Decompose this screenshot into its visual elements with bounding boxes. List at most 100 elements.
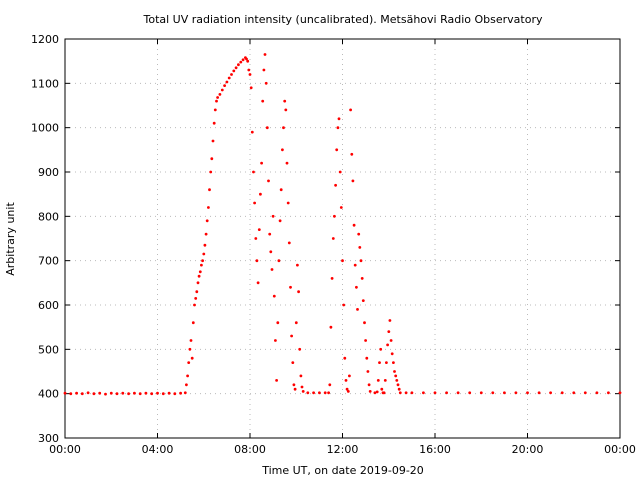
data-point <box>283 99 287 103</box>
data-point <box>404 391 408 395</box>
data-point <box>296 263 299 267</box>
data-point <box>198 270 202 274</box>
data-point <box>189 339 193 342</box>
data-point <box>389 339 393 342</box>
data-point <box>298 347 302 351</box>
data-point <box>333 214 336 218</box>
data-point <box>353 263 357 267</box>
y-tick-label: 1000 <box>31 122 59 135</box>
data-point <box>234 66 238 70</box>
y-axis-label: Arbitrary unit <box>4 202 17 276</box>
data-point <box>329 325 333 329</box>
data-point <box>86 391 90 395</box>
data-point <box>348 374 351 378</box>
data-point <box>260 161 263 165</box>
x-axis-label: Time UT, on date 2019-09-20 <box>261 464 424 477</box>
data-point <box>253 201 256 205</box>
data-point <box>345 387 349 391</box>
data-point <box>208 188 211 192</box>
data-point <box>144 391 148 395</box>
data-point <box>396 383 400 387</box>
plot-frame <box>64 38 621 439</box>
data-point <box>397 387 401 391</box>
data-point <box>190 356 194 360</box>
data-point <box>257 228 261 232</box>
data-point <box>395 379 399 382</box>
data-points <box>63 53 622 396</box>
data-point <box>468 391 472 395</box>
data-point <box>479 391 483 395</box>
y-tick-label: 900 <box>38 166 59 179</box>
data-point <box>394 374 398 378</box>
data-point <box>220 88 224 92</box>
data-point <box>248 73 252 76</box>
data-point <box>342 303 346 307</box>
data-point <box>549 391 552 395</box>
data-point <box>287 241 291 245</box>
data-point <box>375 390 379 394</box>
data-point <box>201 259 205 263</box>
grid <box>65 39 620 438</box>
data-point <box>290 334 293 338</box>
data-point <box>197 274 201 278</box>
data-point <box>109 391 113 395</box>
y-tick-label: 1100 <box>31 77 59 90</box>
data-point <box>104 392 107 396</box>
data-point <box>560 391 564 395</box>
data-point <box>215 99 218 103</box>
data-point <box>213 108 217 112</box>
data-point <box>284 108 288 112</box>
data-point <box>286 201 290 205</box>
data-point <box>259 192 262 196</box>
x-tick-label: 16:00 <box>419 443 451 456</box>
data-point <box>358 246 362 249</box>
data-point <box>191 321 195 325</box>
data-point <box>373 391 377 395</box>
data-point <box>241 58 245 62</box>
data-point <box>187 361 191 364</box>
data-point <box>249 86 253 90</box>
data-point <box>388 319 392 322</box>
data-point <box>245 57 248 61</box>
x-tick-label: 12:00 <box>327 443 359 456</box>
data-point <box>331 237 335 240</box>
data-point <box>196 281 200 285</box>
data-point <box>526 391 529 395</box>
data-point <box>209 170 213 174</box>
data-point <box>186 374 190 378</box>
data-point <box>456 391 460 395</box>
data-point <box>292 383 296 387</box>
data-point <box>247 68 251 72</box>
data-point <box>356 308 359 311</box>
data-point <box>204 232 208 236</box>
data-point <box>185 383 188 387</box>
data-point <box>537 391 541 395</box>
data-point <box>327 391 330 395</box>
data-point <box>291 361 295 364</box>
data-point <box>211 139 215 143</box>
data-point <box>210 157 214 161</box>
data-point <box>360 277 364 280</box>
data-point <box>268 232 272 236</box>
data-point <box>227 76 231 80</box>
data-point <box>98 391 102 395</box>
data-point <box>366 370 370 373</box>
data-point <box>338 170 342 174</box>
data-point <box>364 339 367 342</box>
data-point <box>368 390 372 393</box>
data-point <box>278 219 282 223</box>
data-point <box>269 250 273 254</box>
data-point <box>398 391 402 395</box>
data-point <box>365 356 369 360</box>
data-point <box>337 117 341 121</box>
data-point <box>173 392 177 396</box>
data-point <box>361 299 365 302</box>
data-point <box>150 392 154 396</box>
data-point <box>167 391 171 395</box>
data-point <box>355 285 358 289</box>
data-point <box>255 259 259 263</box>
data-point <box>289 285 292 289</box>
data-point <box>299 374 303 378</box>
x-tick-label: 04:00 <box>142 443 174 456</box>
